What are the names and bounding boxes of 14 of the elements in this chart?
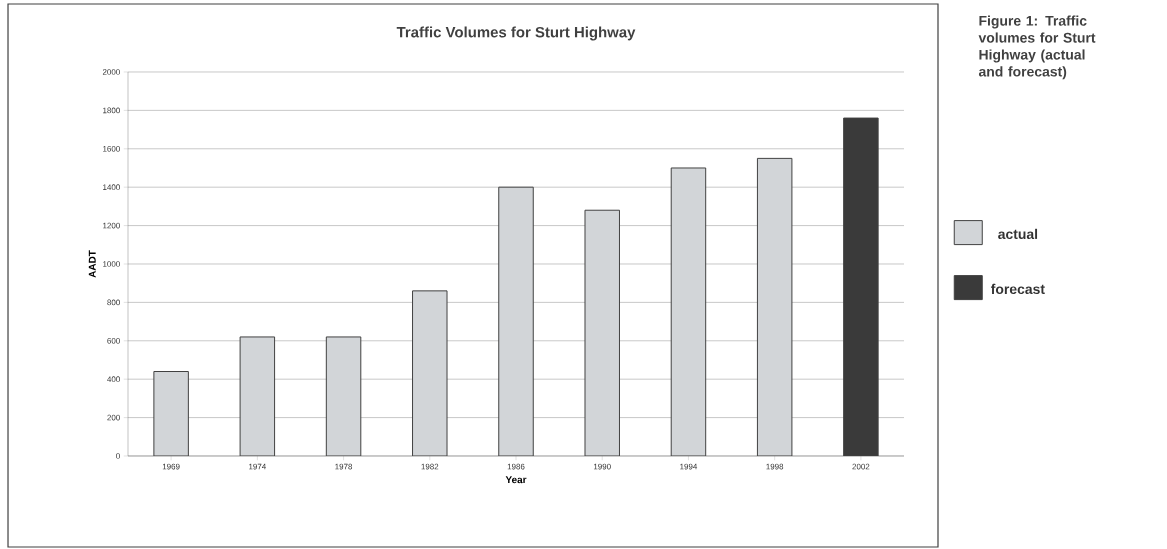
bar (153, 371, 189, 456)
bar (498, 186, 534, 456)
chart-title: Traffic Volumes for Sturt Highway (396, 26, 636, 41)
caption: Figure 1: Traffic volumes for Sturt Highway (actual and forecast) (978, 15, 1096, 80)
bar (239, 336, 276, 456)
y-axis-title: AADT (88, 250, 96, 278)
bar (325, 336, 362, 456)
bar (584, 209, 620, 456)
bar (756, 157, 793, 456)
x-axis-title: Year (505, 476, 527, 484)
legend-label: actual (998, 228, 1038, 240)
bar (670, 167, 707, 456)
bar (412, 290, 448, 456)
legend-label: forecast (990, 283, 1045, 295)
